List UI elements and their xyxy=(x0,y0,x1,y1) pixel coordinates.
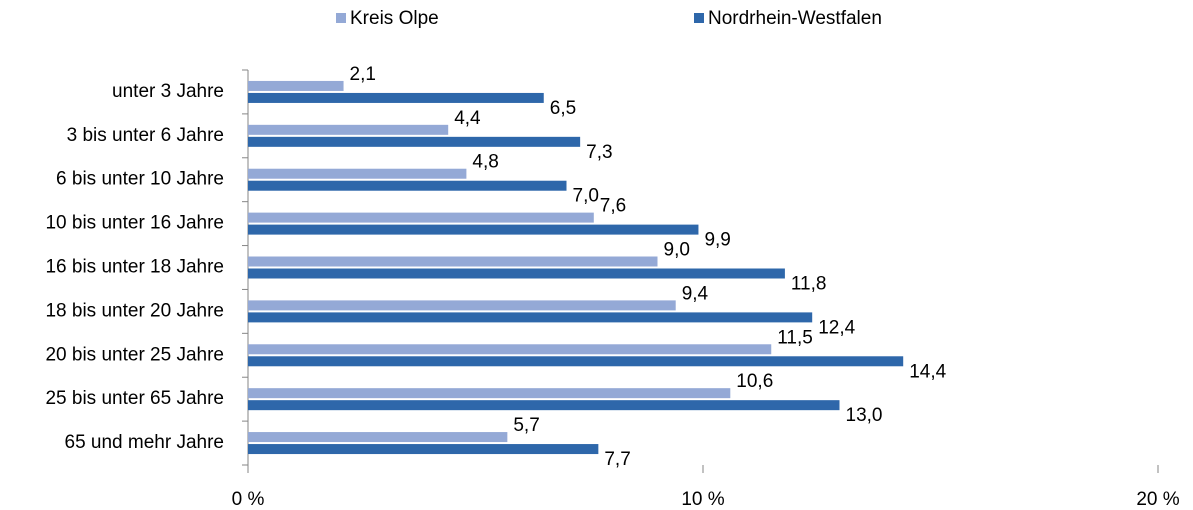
y-tick-label: unter 3 Jahre xyxy=(112,81,224,102)
value-label: 10,6 xyxy=(736,371,773,392)
bar xyxy=(248,92,544,103)
legend-label: Nordrhein-Westfalen xyxy=(708,8,882,29)
bar xyxy=(248,388,731,399)
x-tick-label: 0 % xyxy=(232,489,265,510)
value-label: 7,0 xyxy=(573,186,599,207)
value-label: 11,5 xyxy=(777,327,813,348)
bar xyxy=(248,444,599,455)
y-tick-label: 20 bis unter 25 Jahre xyxy=(45,344,224,365)
value-label: 7,3 xyxy=(586,142,612,163)
bar xyxy=(248,432,508,443)
bar xyxy=(248,300,676,311)
y-tick-label: 6 bis unter 10 Jahre xyxy=(56,169,224,190)
bar xyxy=(248,168,467,179)
value-label: 6,5 xyxy=(550,98,576,119)
x-tick-label: 20 % xyxy=(1136,489,1179,510)
legend-swatch xyxy=(336,13,346,23)
legend-label: Kreis Olpe xyxy=(350,8,439,29)
bar xyxy=(248,268,785,279)
y-tick-label: 16 bis unter 18 Jahre xyxy=(45,257,224,278)
value-label: 4,4 xyxy=(454,108,481,129)
bar xyxy=(248,400,840,411)
value-label: 11,8 xyxy=(791,274,827,295)
value-label: 5,7 xyxy=(513,415,539,436)
x-tick-label: 10 % xyxy=(681,489,724,510)
y-tick-label: 25 bis unter 65 Jahre xyxy=(45,388,224,409)
value-label: 2,1 xyxy=(350,64,376,85)
y-tick-label: 18 bis unter 20 Jahre xyxy=(45,300,224,321)
value-label: 12,4 xyxy=(818,317,855,338)
bar xyxy=(248,136,581,147)
bar xyxy=(248,80,344,91)
value-label: 9,4 xyxy=(682,283,709,304)
value-label: 7,6 xyxy=(600,196,626,217)
value-label: 9,9 xyxy=(704,230,730,251)
y-tick-label: 3 bis unter 6 Jahre xyxy=(67,125,224,146)
value-label: 4,8 xyxy=(472,152,498,173)
bar xyxy=(248,344,772,355)
bar xyxy=(248,180,567,191)
bar xyxy=(248,224,699,235)
bar xyxy=(248,256,658,267)
value-label: 7,7 xyxy=(604,449,630,470)
y-tick-label: 10 bis unter 16 Jahre xyxy=(45,213,224,234)
value-label: 14,4 xyxy=(909,361,946,382)
bar xyxy=(248,356,904,367)
legend-swatch xyxy=(694,13,704,23)
bar xyxy=(248,212,594,223)
value-label: 9,0 xyxy=(664,240,690,261)
value-label: 13,0 xyxy=(846,405,883,426)
bar xyxy=(248,124,449,135)
y-tick-label: 65 und mehr Jahre xyxy=(65,432,225,453)
bar xyxy=(248,312,813,323)
